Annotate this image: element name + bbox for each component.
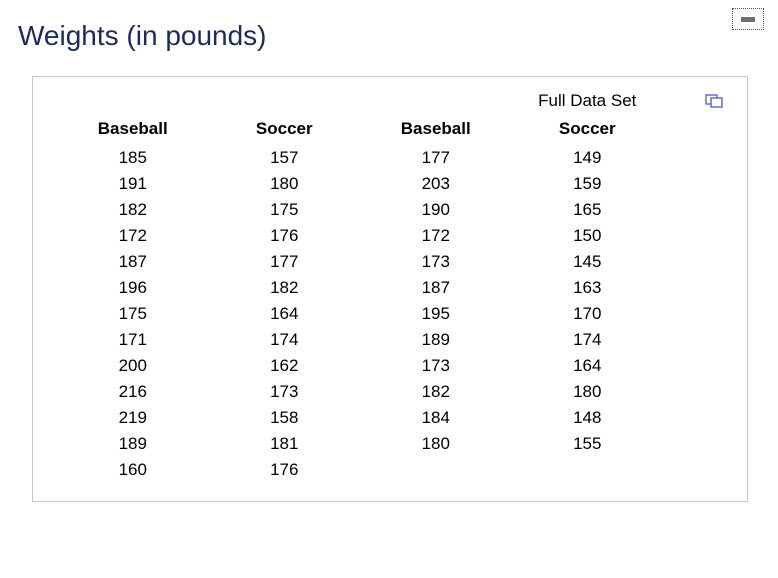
spacer — [663, 405, 723, 431]
minimize-icon — [741, 17, 755, 22]
table-cell: 189 — [57, 431, 209, 457]
table-cell: 187 — [57, 249, 209, 275]
panel-topline: Full Data Set — [51, 91, 729, 115]
weights-table: BaseballSoccerBaseballSoccer185157177149… — [51, 115, 729, 483]
spacer — [663, 301, 723, 327]
table-cell: 173 — [209, 379, 361, 405]
table-cell: 173 — [360, 249, 512, 275]
table-cell: 196 — [57, 275, 209, 301]
table-cell: 189 — [360, 327, 512, 353]
table-cell: 160 — [57, 457, 209, 483]
table-cell: 184 — [360, 405, 512, 431]
table-cell: 190 — [360, 197, 512, 223]
table-cell: 148 — [512, 405, 664, 431]
table-cell: 163 — [512, 275, 664, 301]
table-cell: 149 — [512, 145, 664, 171]
spacer — [663, 249, 723, 275]
spacer — [663, 431, 723, 457]
table-cell: 177 — [209, 249, 361, 275]
table-cell: 173 — [360, 353, 512, 379]
table-cell: 182 — [209, 275, 361, 301]
column-header: Soccer — [512, 115, 664, 145]
table-cell — [512, 457, 664, 483]
table-cell: 182 — [360, 379, 512, 405]
spacer — [663, 275, 723, 301]
column-header: Baseball — [360, 115, 512, 145]
table-cell: 164 — [512, 353, 664, 379]
table-cell: 187 — [360, 275, 512, 301]
table-cell: 195 — [360, 301, 512, 327]
spacer — [663, 197, 723, 223]
table-cell — [360, 457, 512, 483]
table-cell: 157 — [209, 145, 361, 171]
column-header: Baseball — [57, 115, 209, 145]
table-cell: 170 — [512, 301, 664, 327]
table-cell: 180 — [360, 431, 512, 457]
spacer — [663, 327, 723, 353]
spacer — [663, 115, 723, 145]
table-cell: 176 — [209, 223, 361, 249]
table-cell: 172 — [360, 223, 512, 249]
table-cell: 191 — [57, 171, 209, 197]
table-cell: 175 — [57, 301, 209, 327]
table-cell: 200 — [57, 353, 209, 379]
table-cell: 145 — [512, 249, 664, 275]
spacer — [663, 145, 723, 171]
table-cell: 164 — [209, 301, 361, 327]
corner-widget[interactable] — [732, 8, 764, 30]
column-header: Soccer — [209, 115, 361, 145]
table-cell: 216 — [57, 379, 209, 405]
table-cell: 175 — [209, 197, 361, 223]
table-cell: 180 — [209, 171, 361, 197]
table-cell: 176 — [209, 457, 361, 483]
spacer — [663, 379, 723, 405]
table-cell: 171 — [57, 327, 209, 353]
table-cell: 185 — [57, 145, 209, 171]
table-cell: 182 — [57, 197, 209, 223]
table-cell: 219 — [57, 405, 209, 431]
table-cell: 180 — [512, 379, 664, 405]
spacer — [663, 223, 723, 249]
table-cell: 203 — [360, 171, 512, 197]
table-cell: 150 — [512, 223, 664, 249]
table-cell: 158 — [209, 405, 361, 431]
spacer — [663, 353, 723, 379]
page-title: Weights (in pounds) — [18, 20, 762, 52]
table-cell: 159 — [512, 171, 664, 197]
spacer — [663, 457, 723, 483]
full-data-set-label: Full Data Set — [512, 91, 664, 111]
table-cell: 181 — [209, 431, 361, 457]
table-cell: 165 — [512, 197, 664, 223]
table-cell: 174 — [209, 327, 361, 353]
data-panel: Full Data Set BaseballSoccerBaseballSocc… — [32, 76, 748, 502]
table-cell: 172 — [57, 223, 209, 249]
table-cell: 174 — [512, 327, 664, 353]
page-root: Weights (in pounds) Full Data Set Baseba… — [0, 0, 778, 526]
spacer — [663, 171, 723, 197]
table-cell: 162 — [209, 353, 361, 379]
table-cell: 155 — [512, 431, 664, 457]
popout-icon[interactable] — [705, 94, 723, 108]
table-cell: 177 — [360, 145, 512, 171]
